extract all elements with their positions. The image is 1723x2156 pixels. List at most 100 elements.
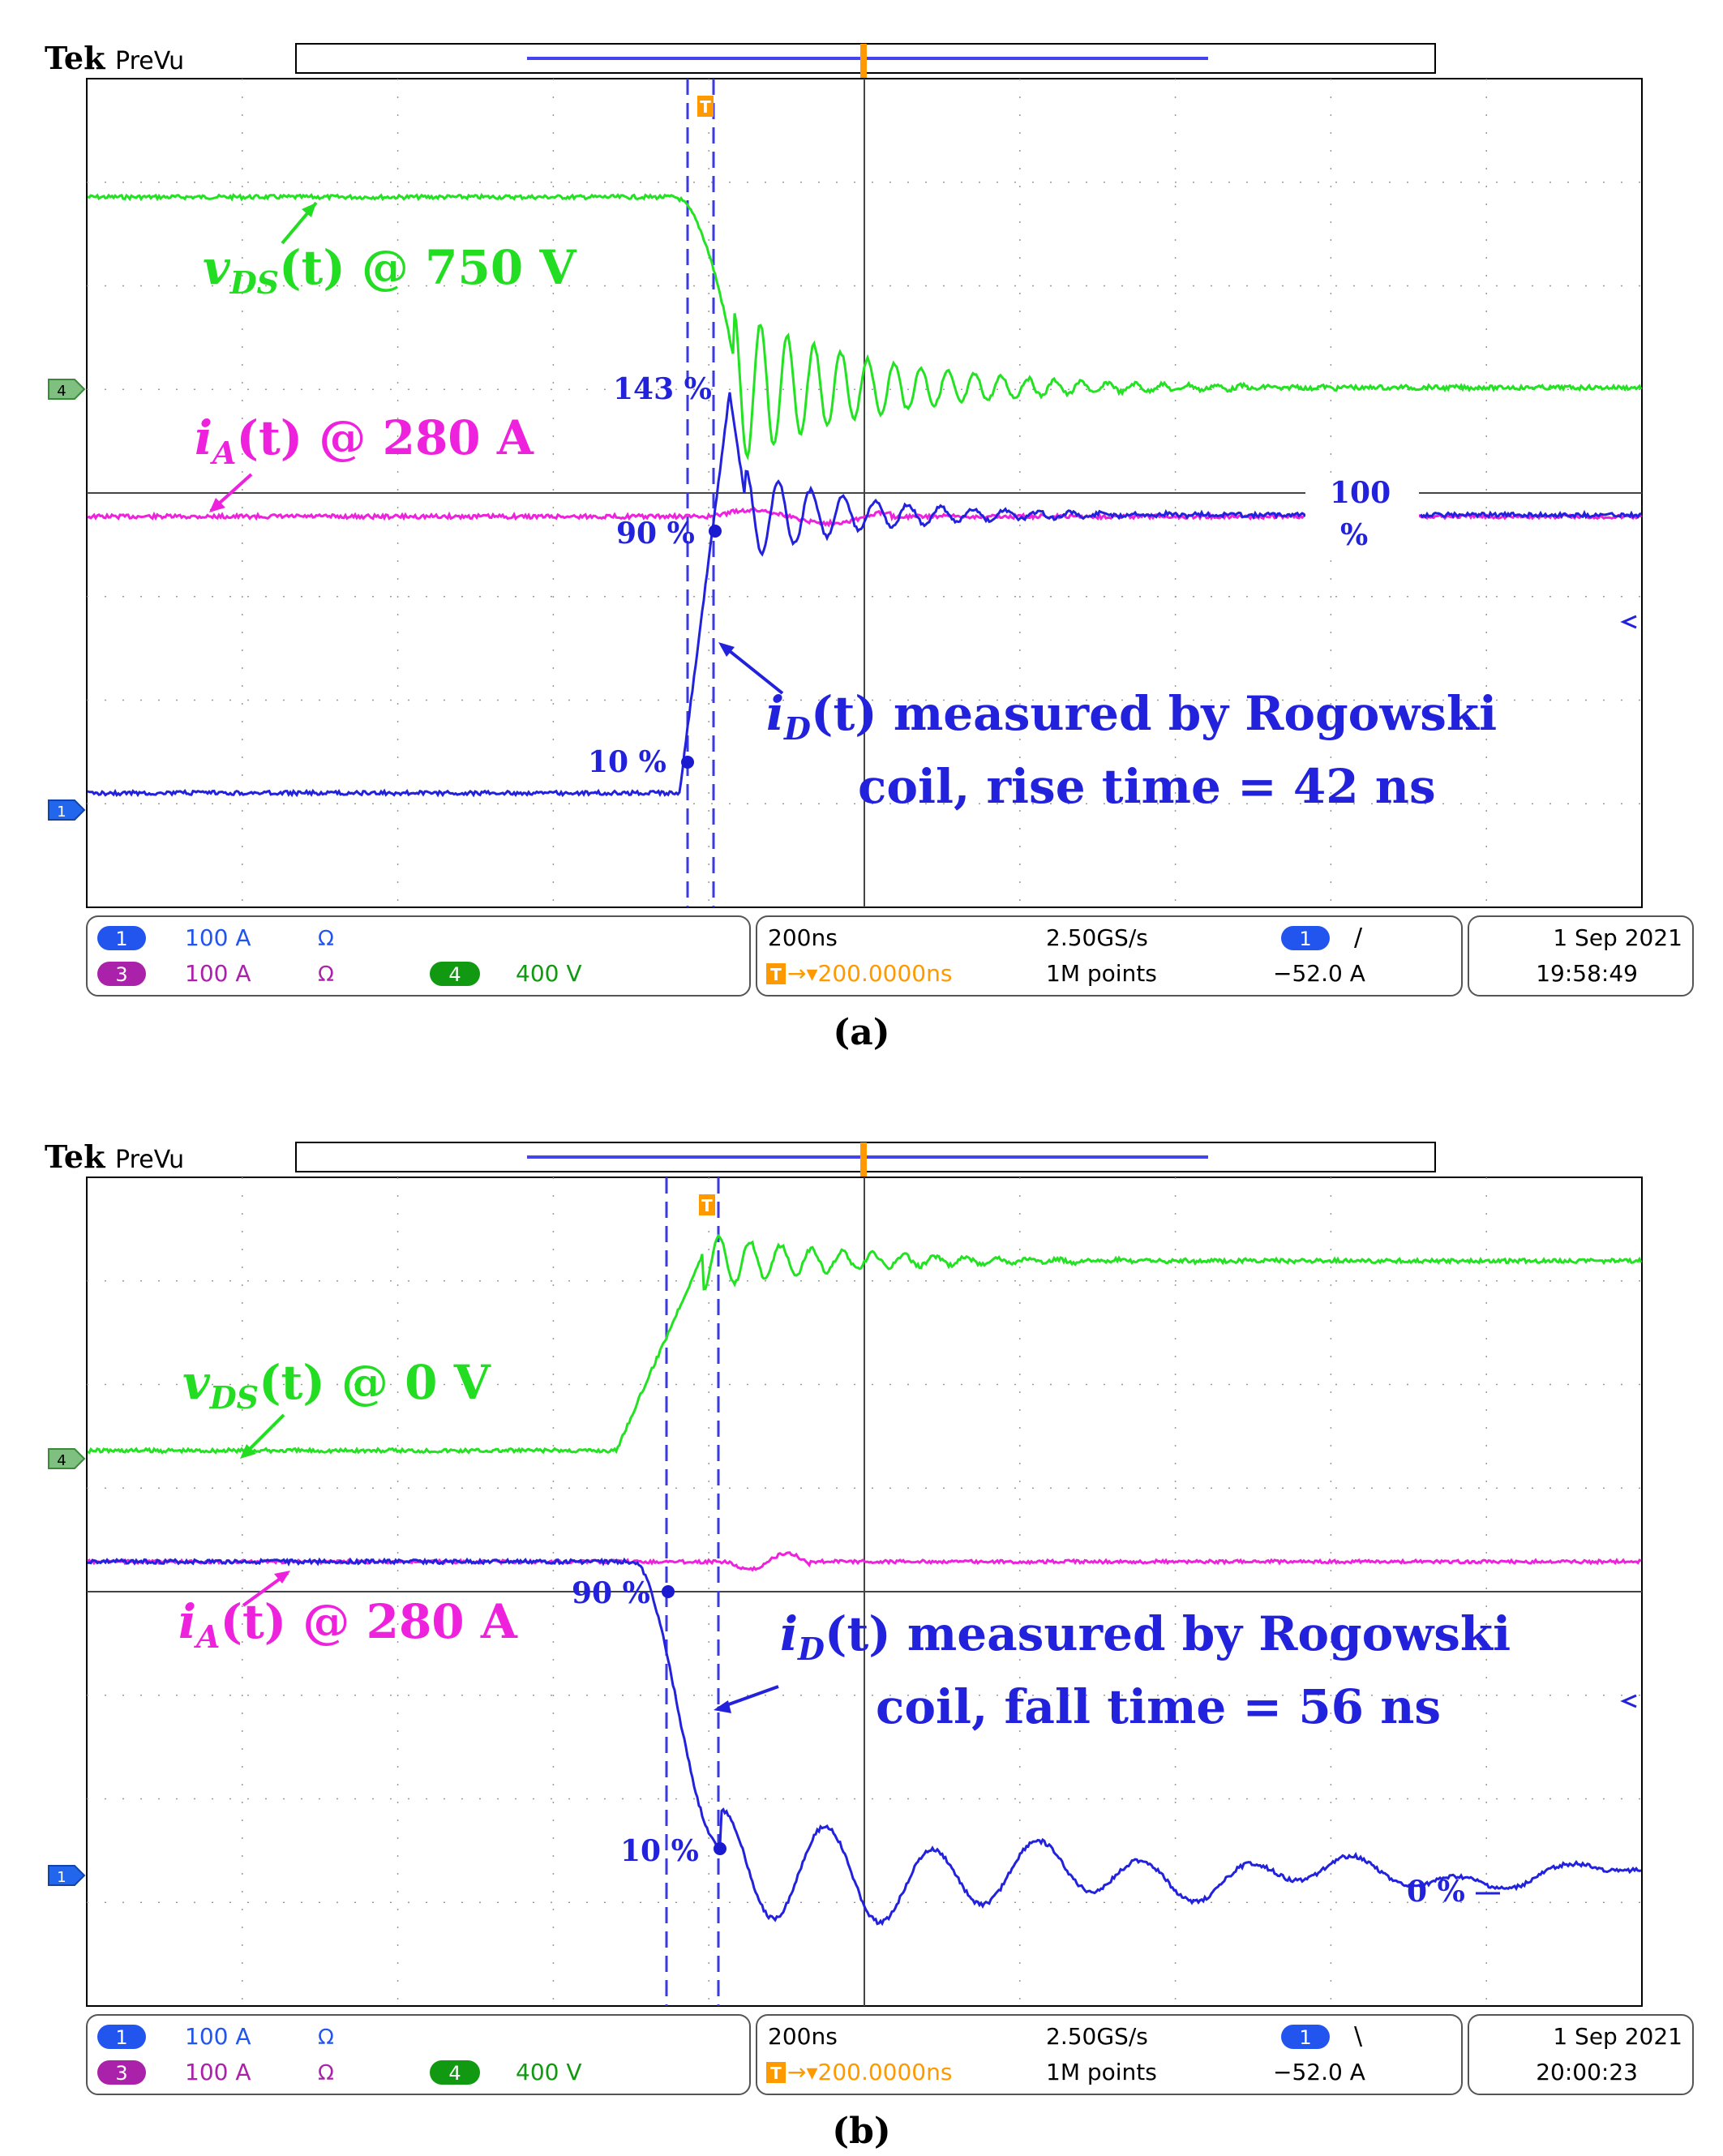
- annotation-vds: vDS(t) @ 0 V: [182, 1355, 491, 1416]
- marker-10-label: 10 %: [588, 745, 666, 779]
- arrow-id: [720, 643, 784, 695]
- offscreen-marker-icon: [1620, 615, 1637, 629]
- svg-text:4: 4: [448, 2062, 461, 2085]
- ch1-ground-marker[interactable]: 1: [48, 799, 86, 821]
- ch4-ground-marker[interactable]: 4: [48, 379, 86, 400]
- marker-labels: 90 % 10 % 0 %: [572, 1576, 1465, 1909]
- annotation-ia: iA(t) @ 280 A: [195, 410, 534, 471]
- sample-rate: 2.50GS/s: [1046, 2023, 1148, 2050]
- marker-100-unit: %: [1340, 518, 1368, 552]
- ch1-scale: 100 A: [185, 2023, 251, 2050]
- ch1-term-icon: Ω: [318, 927, 334, 951]
- svg-text:T: T: [770, 965, 782, 984]
- ch3-term-icon: Ω: [318, 2061, 334, 2085]
- ch4-scale: 400 V: [516, 960, 582, 987]
- brand-label: Tek: [45, 40, 105, 76]
- mode-label: PreVu: [115, 47, 184, 75]
- panel-caption: (a): [833, 1012, 890, 1053]
- channel-settings-box[interactable]: [86, 915, 751, 997]
- marker-labels: 10 % 90 % 143 % 100 %: [588, 372, 1391, 779]
- trace-vds: [87, 192, 1643, 461]
- svg-text:3: 3: [115, 963, 127, 986]
- annotation-id: iD(t) measured by Rogowski coil, rise ti…: [766, 686, 1497, 814]
- sample-rate: 2.50GS/s: [1046, 924, 1148, 951]
- trigger-point-label: T: [700, 97, 711, 117]
- graticule-grid: [87, 1177, 1642, 2006]
- marker-100-label: 100: [1330, 476, 1391, 510]
- trigger-level: −52.0 A: [1273, 960, 1365, 987]
- label-mask: [1305, 474, 1419, 551]
- svg-text:coil, fall time = 56 ns: coil, fall time = 56 ns: [876, 1679, 1441, 1734]
- svg-text:T: T: [770, 2064, 782, 2083]
- channel-settings-box[interactable]: [86, 2014, 751, 2095]
- arrow-vds-head: [302, 203, 316, 217]
- trigger-point-label: T: [701, 1196, 713, 1215]
- ch3-scale: 100 A: [185, 960, 251, 987]
- svg-text:iA(t) @ 280 A: iA(t) @ 280 A: [195, 410, 534, 471]
- ch1-ground-marker[interactable]: 1: [48, 1865, 86, 1886]
- trace-vds: [87, 1233, 1643, 1455]
- svg-text:iD(t) measured by Rogowski: iD(t) measured by Rogowski: [780, 1606, 1511, 1667]
- offscreen-marker-icon: [1620, 1694, 1637, 1708]
- marker-90-label: 90 %: [572, 1576, 650, 1610]
- status-bar: 1 100 A Ω 3 100 A Ω 4 400 V 200ns 2.50GS…: [86, 2014, 1694, 2095]
- trigger-position-icon: [860, 1142, 867, 1180]
- marker-90-dot: [709, 525, 722, 538]
- timebase-value: 200ns: [768, 924, 838, 951]
- mode-label: PreVu: [115, 1146, 184, 1174]
- trigger-source-badge[interactable]: [1281, 926, 1330, 950]
- datetime-box: [1468, 2014, 1694, 2095]
- trigger-point-icon: [699, 1194, 715, 1215]
- trace-id: [87, 1557, 1642, 1927]
- trigger-slope-icon: /: [1354, 924, 1363, 952]
- annotation-ia: iA(t) @ 280 A: [178, 1594, 518, 1655]
- marker-10-dot: [714, 1842, 726, 1855]
- time-label: 19:58:49: [1536, 960, 1638, 987]
- svg-text:4: 4: [57, 383, 66, 400]
- trigger-point-icon: [697, 96, 714, 117]
- ch3-scale: 100 A: [185, 2059, 251, 2085]
- oscilloscope-screen-a: Tek PreVu T 4 1 vDS(t) @ 750 V iA(t) @ 2…: [45, 40, 1694, 997]
- record-length: 1M points: [1046, 2059, 1157, 2085]
- ch1-badge[interactable]: [97, 926, 146, 950]
- timebase-value: 200ns: [768, 2023, 838, 2050]
- svg-text:1: 1: [1299, 928, 1311, 950]
- ch3-badge[interactable]: [97, 962, 146, 986]
- svg-text:4: 4: [57, 1452, 66, 1469]
- panel-caption: (b): [832, 2111, 891, 2152]
- datetime-box: [1468, 915, 1694, 997]
- svg-text:1: 1: [57, 804, 66, 821]
- arrow-id-head: [714, 1700, 731, 1713]
- delay-trigger-icon: [766, 2062, 786, 2083]
- svg-text:1: 1: [115, 928, 127, 950]
- svg-text:4: 4: [448, 963, 461, 986]
- trigger-source-badge[interactable]: [1281, 2025, 1330, 2049]
- arrow-id-head: [718, 642, 735, 657]
- marker-0-label: 0 %: [1407, 1875, 1465, 1909]
- ch4-badge[interactable]: [430, 962, 480, 986]
- ch4-badge[interactable]: [430, 2060, 480, 2085]
- record-length: 1M points: [1046, 960, 1157, 987]
- delay-value: →▾200.0000ns: [787, 960, 952, 987]
- date-label: 1 Sep 2021: [1553, 2023, 1682, 2050]
- ch1-badge[interactable]: [97, 2025, 146, 2049]
- trigger-slope-icon: \: [1354, 2022, 1363, 2051]
- svg-text:1: 1: [115, 2026, 127, 2049]
- marker-10-label: 10 %: [620, 1834, 699, 1868]
- ch4-scale: 400 V: [516, 2059, 582, 2085]
- ch1-scale: 100 A: [185, 924, 251, 951]
- delay-value: →▾200.0000ns: [787, 2059, 952, 2085]
- trigger-level: −52.0 A: [1273, 2059, 1365, 2085]
- ch3-badge[interactable]: [97, 2060, 146, 2085]
- arrow-ia-head: [209, 498, 225, 512]
- arrow-vds-head: [240, 1444, 256, 1459]
- brand-label: Tek: [45, 1138, 105, 1175]
- svg-text:1: 1: [1299, 2026, 1311, 2049]
- ch4-ground-marker[interactable]: 4: [48, 1448, 86, 1469]
- arrow-ia-head: [274, 1571, 290, 1584]
- date-label: 1 Sep 2021: [1553, 924, 1682, 951]
- marker-10-dot: [681, 756, 694, 769]
- svg-text:vDS(t) @ 750 V: vDS(t) @ 750 V: [203, 240, 576, 301]
- ch1-term-icon: Ω: [318, 2025, 334, 2050]
- svg-text:1: 1: [57, 1869, 66, 1886]
